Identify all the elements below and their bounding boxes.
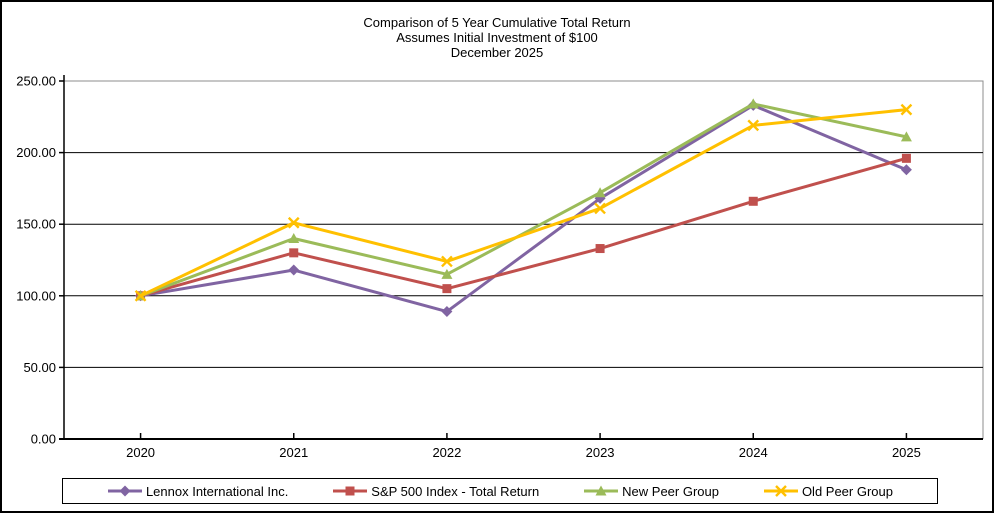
- marker-square: [345, 486, 355, 496]
- marker-x: [287, 216, 300, 229]
- x-tick-label: 2023: [586, 445, 615, 460]
- legend-marker-triangle-icon: [584, 485, 619, 496]
- legend-item-lennox: Lennox International Inc.: [107, 484, 288, 499]
- marker-triangle: [900, 131, 912, 142]
- series-line: [139, 156, 908, 298]
- y-tick-label: 100.00: [16, 288, 56, 303]
- marker-triangle: [594, 187, 606, 198]
- marker-triangle: [288, 233, 300, 244]
- y-tick-label: 0.00: [31, 432, 56, 447]
- marker-triangle: [747, 98, 759, 109]
- x-tick-label: 2024: [739, 445, 768, 460]
- plot-border: [64, 80, 984, 439]
- series-line: [139, 108, 908, 298]
- legend-marker-square-icon: [333, 486, 368, 496]
- x-tick-label: 2021: [279, 445, 308, 460]
- y-tick-label: 50.00: [23, 360, 56, 375]
- legend-marker-x-icon: [763, 485, 798, 497]
- marker-x: [594, 202, 606, 215]
- y-tick-label: 200.00: [16, 145, 56, 160]
- marker-x: [441, 255, 453, 268]
- chart-title-line3: December 2025: [450, 45, 544, 60]
- marker-x: [900, 103, 913, 116]
- marker-diamond: [900, 164, 912, 176]
- series-line: [139, 102, 908, 298]
- legend-label-sp500: S&P 500 Index - Total Return: [371, 483, 540, 499]
- marker-x: [747, 119, 760, 132]
- series-line: [139, 103, 908, 314]
- x-tick-label: 2025: [892, 445, 921, 460]
- x-tick-label: 2020: [126, 445, 155, 460]
- marker-diamond: [288, 264, 300, 276]
- chart-title: Comparison of 5 Year Cumulative Total Re…: [2, 15, 992, 60]
- y-tick-label: 150.00: [16, 217, 56, 232]
- marker-square: [595, 244, 605, 254]
- series-lennox-international-inc: [135, 99, 912, 318]
- chart-title-line2: Assumes Initial Investment of $100: [396, 30, 598, 45]
- chart-title-line1: Comparison of 5 Year Cumulative Total Re…: [363, 15, 631, 30]
- marker-triangle: [441, 268, 453, 279]
- marker-square: [901, 153, 911, 163]
- legend-item-new-peer-group: New Peer Group: [583, 484, 719, 499]
- legend-label-lennox: Lennox International Inc.: [145, 483, 289, 499]
- chart-legend: Lennox International Inc. S&P 500 Index …: [62, 478, 938, 504]
- y-tick-label: 250.00: [16, 74, 56, 89]
- marker-diamond: [441, 306, 453, 318]
- legend-marker-diamond-icon: [107, 485, 142, 497]
- legend-label-old-peer-group: Old Peer Group: [801, 483, 893, 499]
- series-old-peer-group: [134, 103, 913, 302]
- marker-square: [289, 248, 299, 258]
- x-tick-label: 2022: [432, 445, 461, 460]
- marker-x: [134, 289, 147, 302]
- marker-diamond: [119, 485, 131, 497]
- marker-triangle: [595, 485, 607, 496]
- marker-square: [748, 196, 758, 206]
- legend-item-old-peer-group: Old Peer Group: [763, 484, 893, 499]
- marker-x: [775, 485, 787, 497]
- legend-label-new-peer-group: New Peer Group: [622, 483, 719, 499]
- legend-item-sp500: S&P 500 Index - Total Return: [332, 484, 539, 499]
- marker-square: [442, 284, 452, 294]
